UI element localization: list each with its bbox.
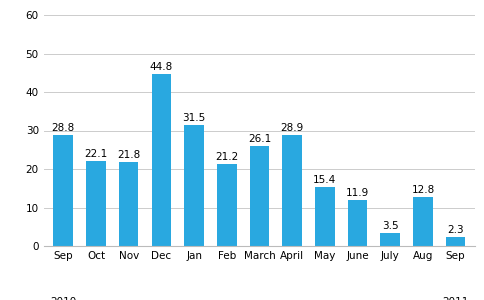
Text: 28.8: 28.8 — [51, 123, 75, 133]
Text: 31.5: 31.5 — [182, 113, 205, 123]
Text: 21.2: 21.2 — [215, 152, 238, 163]
Text: 44.8: 44.8 — [150, 61, 173, 72]
Bar — [347, 200, 367, 246]
Text: 3.5: 3.5 — [381, 220, 398, 231]
Text: 21.8: 21.8 — [117, 150, 140, 160]
Bar — [151, 74, 171, 246]
Bar — [379, 232, 399, 246]
Text: 2.3: 2.3 — [446, 225, 463, 235]
Bar — [184, 125, 203, 246]
Text: 28.9: 28.9 — [280, 123, 303, 133]
Text: 11.9: 11.9 — [345, 188, 368, 198]
Bar — [119, 162, 138, 246]
Text: 22.1: 22.1 — [84, 149, 107, 159]
Text: 15.4: 15.4 — [313, 175, 336, 185]
Text: 2011: 2011 — [441, 297, 468, 300]
Text: 26.1: 26.1 — [247, 134, 271, 144]
Bar — [412, 197, 432, 246]
Bar — [445, 237, 465, 246]
Text: 12.8: 12.8 — [410, 185, 434, 195]
Bar — [86, 161, 106, 246]
Bar — [216, 164, 236, 246]
Bar — [315, 187, 334, 246]
Bar — [282, 135, 302, 246]
Bar — [53, 135, 73, 246]
Text: 2010: 2010 — [50, 297, 76, 300]
Bar — [249, 146, 269, 246]
